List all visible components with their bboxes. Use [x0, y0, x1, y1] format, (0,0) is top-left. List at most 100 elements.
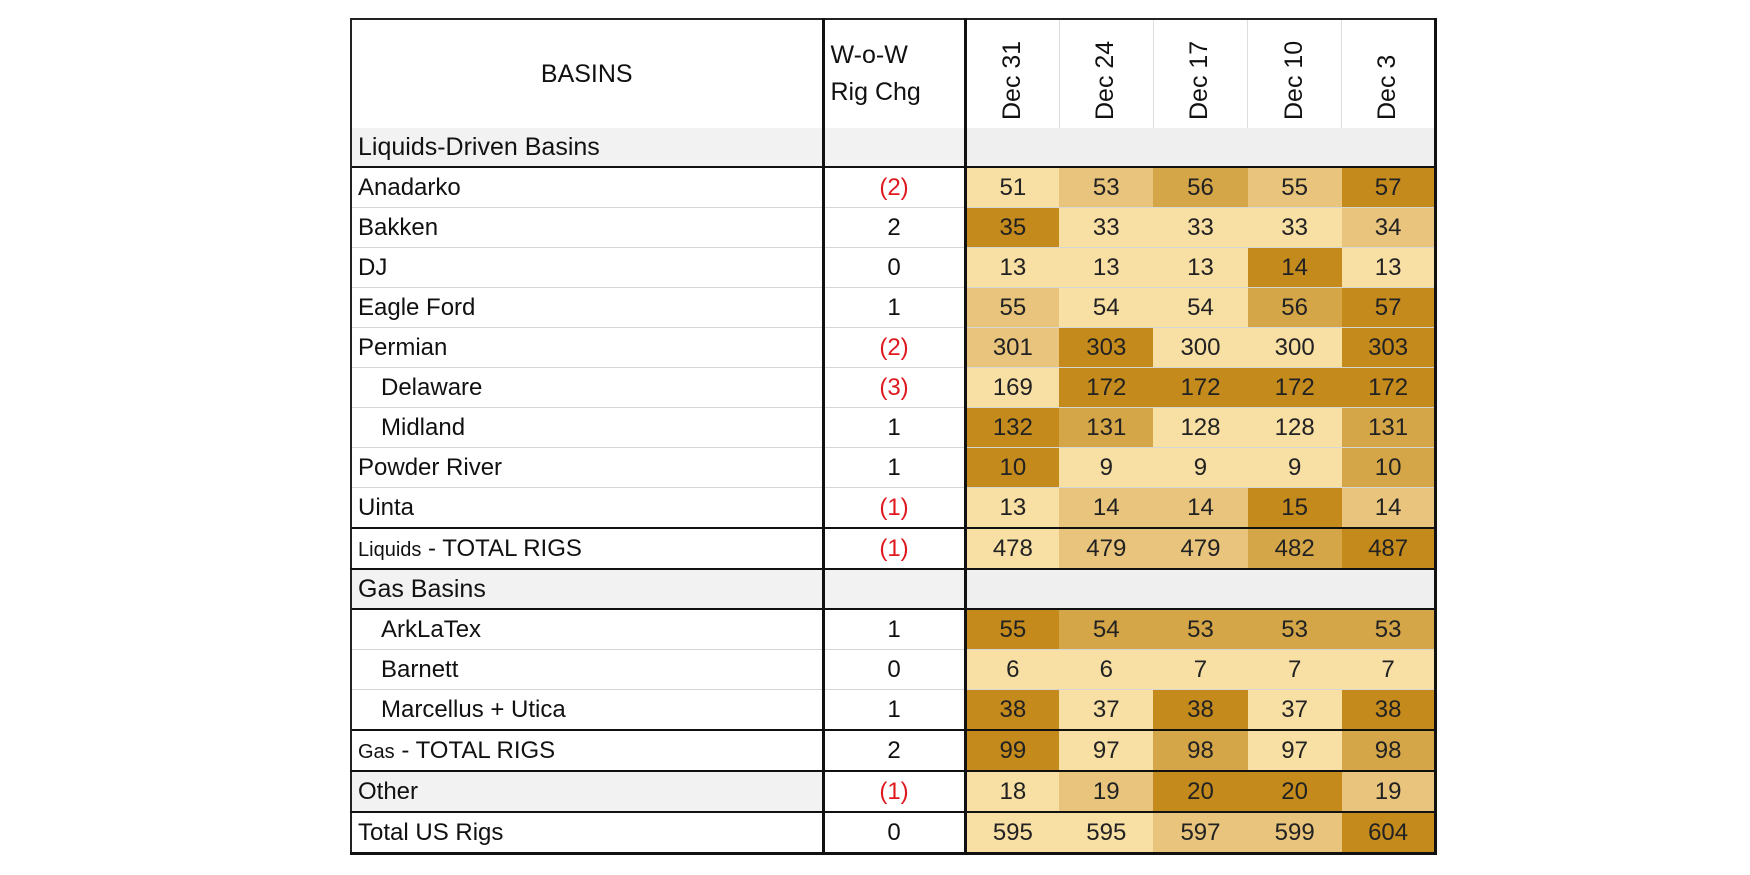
- date-label-4: Dec 10: [1279, 40, 1308, 120]
- wow-change-value: 2: [823, 729, 967, 772]
- rig-count-cell: 14: [1153, 487, 1248, 529]
- rig-count-cell: 6: [1059, 649, 1154, 690]
- total-row: Gas - TOTAL RIGS 2 99 97 98 97 98: [350, 729, 1438, 772]
- total-label-prefix: Liquids: [358, 538, 422, 561]
- rig-count-cell: 6: [965, 649, 1060, 690]
- rig-count-cell: 604: [1341, 811, 1438, 855]
- rig-count-cell: 132: [965, 407, 1060, 448]
- rig-count-cell: 33: [1153, 207, 1248, 248]
- rig-count-cell: 169: [965, 367, 1060, 408]
- rig-count-cell: 7: [1153, 649, 1248, 690]
- rig-count-cell: 13: [1059, 247, 1154, 288]
- row-label: Permian: [350, 327, 825, 368]
- rig-count-cell: 37: [1247, 689, 1342, 731]
- wow-change-value: (2): [823, 327, 967, 368]
- rig-count-cell: 98: [1341, 729, 1438, 772]
- wow-change-value: (2): [823, 166, 967, 208]
- basin-row: Bakken 2 35 33 33 33 34: [350, 207, 1438, 248]
- date-header-1: Dec 31: [965, 18, 1060, 128]
- rig-count-cell: 98: [1153, 729, 1248, 772]
- rig-count-cell: 35: [965, 207, 1060, 248]
- wow-change-value: (3): [823, 367, 967, 408]
- rig-count-cell: 38: [1153, 689, 1248, 731]
- wow-change-value: 0: [823, 247, 967, 288]
- rig-count-cell: 595: [965, 811, 1060, 855]
- basin-row: Permian (2) 301 303 300 300 303: [350, 327, 1438, 368]
- total-label-prefix: Gas: [358, 740, 395, 763]
- rig-count-cell: 53: [1153, 608, 1248, 650]
- date-label-2: Dec 24: [1091, 40, 1120, 120]
- rig-count-cell: 303: [1341, 327, 1438, 368]
- row-label: Delaware: [350, 367, 825, 408]
- date-label-5: Dec 3: [1373, 54, 1402, 120]
- rig-count-cell: 13: [1153, 247, 1248, 288]
- wow-change-value: (1): [823, 527, 967, 570]
- rig-count-cell: 597: [1153, 811, 1248, 855]
- rig-count-cell: 20: [1247, 770, 1342, 813]
- rig-count-cell: 33: [1059, 207, 1154, 248]
- rig-count-cell: 9: [1059, 447, 1154, 488]
- rig-count-cell: 55: [965, 287, 1060, 328]
- rig-count-cell: 301: [965, 327, 1060, 368]
- basin-row: DJ 0 13 13 13 14 13: [350, 247, 1438, 288]
- rig-count-cell: 599: [1247, 811, 1342, 855]
- rig-count-cell: 172: [1153, 367, 1248, 408]
- row-label: Marcellus + Utica: [350, 689, 825, 731]
- rig-count-cell: 13: [1341, 247, 1438, 288]
- rig-count-cell: 10: [965, 447, 1060, 488]
- rig-count-cell: 19: [1059, 770, 1154, 813]
- date-label-3: Dec 17: [1185, 40, 1214, 120]
- rig-count-cell: 13: [965, 487, 1060, 529]
- wow-change-value: 2: [823, 207, 967, 248]
- rig-count-cell: 7: [1247, 649, 1342, 690]
- rig-count-cell: 479: [1059, 527, 1154, 570]
- rig-count-cell: 97: [1247, 729, 1342, 772]
- rig-count-cell: 33: [1247, 207, 1342, 248]
- wow-change-value: 1: [823, 407, 967, 448]
- rig-count-cell: 9: [1153, 447, 1248, 488]
- rig-count-cell: 595: [1059, 811, 1154, 855]
- rig-count-cell: 300: [1247, 327, 1342, 368]
- rig-count-cell: 482: [1247, 527, 1342, 570]
- rig-count-cell: 38: [1341, 689, 1438, 731]
- rig-count-cell: 38: [965, 689, 1060, 731]
- rig-count-cell: 99: [965, 729, 1060, 772]
- rig-count-cell: 34: [1341, 207, 1438, 248]
- basins-header: BASINS: [350, 18, 825, 128]
- section-row: Liquids-Driven Basins: [350, 128, 1438, 168]
- rig-count-cell: 56: [1153, 166, 1248, 208]
- basin-row: Uinta (1) 13 14 14 15 14: [350, 487, 1438, 529]
- wow-change-value: (1): [823, 770, 967, 813]
- rig-count-cell: 128: [1247, 407, 1342, 448]
- total-label-suffix: - TOTAL RIGS: [421, 534, 582, 562]
- row-label: Total US Rigs: [350, 811, 825, 855]
- basin-row: Eagle Ford 1 55 54 54 56 57: [350, 287, 1438, 328]
- basin-row: Midland 1 132 131 128 128 131: [350, 407, 1438, 448]
- wow-change-value: 1: [823, 608, 967, 650]
- rig-count-cell: 53: [1247, 608, 1342, 650]
- basin-row: Powder River 1 10 9 9 9 10: [350, 447, 1438, 488]
- date-header-2: Dec 24: [1059, 18, 1154, 128]
- row-label: Bakken: [350, 207, 825, 248]
- basin-row: Anadarko (2) 51 53 56 55 57: [350, 166, 1438, 208]
- date-header-3: Dec 17: [1153, 18, 1249, 128]
- rig-count-cell: 54: [1153, 287, 1248, 328]
- row-label: Anadarko: [350, 166, 825, 208]
- wow-header-line1: W-o-W: [830, 41, 908, 69]
- rig-count-cell: 14: [1059, 487, 1154, 529]
- rig-count-cell: 55: [1247, 166, 1342, 208]
- wow-change-value: 0: [823, 811, 967, 855]
- row-label: Barnett: [350, 649, 825, 690]
- rig-count-cell: 487: [1341, 527, 1438, 570]
- date-label-1: Dec 31: [997, 40, 1026, 120]
- rig-count-cell: 37: [1059, 689, 1154, 731]
- wow-change-value: 1: [823, 689, 967, 731]
- header-row: BASINS W-o-W Rig Chg Dec 31 Dec 24 Dec 1…: [350, 18, 1438, 128]
- rig-count-cell: 131: [1059, 407, 1154, 448]
- rig-count-cell: 18: [965, 770, 1060, 813]
- wow-change-value: 1: [823, 447, 967, 488]
- rig-count-cell: 128: [1153, 407, 1248, 448]
- row-label: Gas - TOTAL RIGS: [350, 729, 825, 772]
- rig-count-cell: 15: [1247, 487, 1342, 529]
- row-label: DJ: [350, 247, 825, 288]
